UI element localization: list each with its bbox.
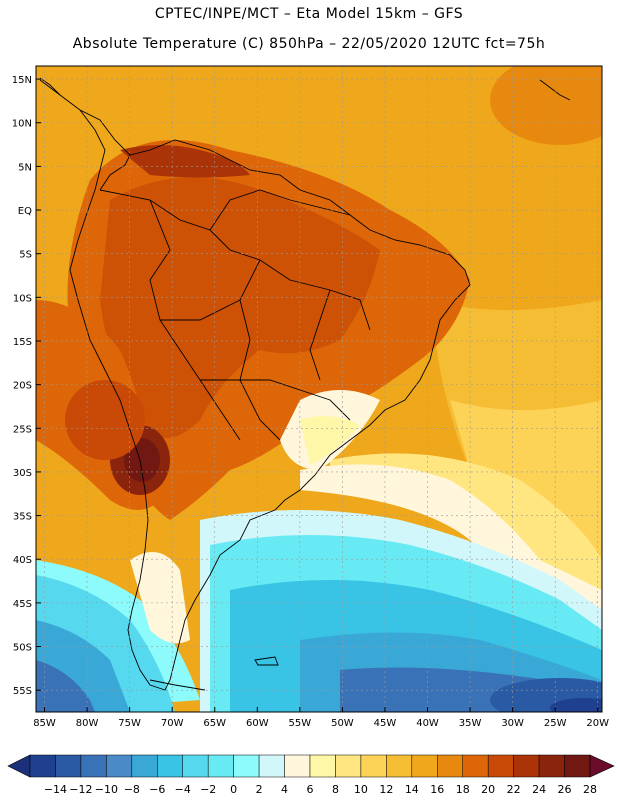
chart-title-line2: Absolute Temperature (C) 850hPa – 22/05/… [72, 36, 546, 52]
colorbar-swatch [513, 754, 540, 778]
colorbar-labels: −14 −12 −10 −8 −6 −4 −2 0 2 4 6 8 10 12 14 16 18 20 22 24 26… [44, 783, 597, 796]
lon-tick-label: 55W [289, 718, 312, 729]
colorbar-label: 0 [230, 783, 237, 796]
colorbar-swatch [487, 754, 514, 778]
lon-tick-label: 40W [416, 718, 439, 729]
colorbar-swatch [80, 754, 107, 778]
colorbar-label: −10 [95, 783, 118, 796]
lat-tick-label: 15S [13, 337, 32, 348]
chart-title-line1: CPTEC/INPE/MCT – Eta Model 15km – GFS [154, 6, 464, 22]
colorbar-swatch [55, 754, 82, 778]
colorbar-label: 12 [379, 783, 393, 796]
latitude-axis: 15N 10N 5N EQ 5S 10S 15S 20S 25S 30S 35S 40S 45S 50S 5… [12, 75, 41, 697]
colorbar-label: 26 [558, 783, 572, 796]
colorbar-label: −6 [149, 783, 165, 796]
colorbar-label: 10 [354, 783, 368, 796]
colorbar-swatch [309, 754, 336, 778]
lat-tick-label: 5N [18, 162, 32, 173]
lon-tick-label: 20W [586, 718, 609, 729]
colorbar-label: −8 [124, 783, 140, 796]
colorbar-label: 8 [332, 783, 339, 796]
lat-tick-label: 25S [13, 424, 32, 435]
colorbar-swatch [207, 754, 234, 778]
colorbar-label: 16 [430, 783, 444, 796]
lat-tick-label: 10S [13, 293, 32, 304]
colorbar-label: −12 [69, 783, 92, 796]
colorbar-label: −2 [200, 783, 216, 796]
lon-tick-label: 60W [246, 718, 269, 729]
colorbar-label: 14 [405, 783, 419, 796]
colorbar-swatch [29, 754, 56, 778]
colorbar-label: 2 [256, 783, 263, 796]
lon-tick-label: 75W [118, 718, 141, 729]
lon-tick-label: 50W [331, 718, 354, 729]
colorbar-swatch [538, 754, 565, 778]
lon-tick-label: 25W [544, 718, 567, 729]
longitude-axis: 85W 80W 75W 70W 65W 60W 55W 50W 45W 40W 35W 30W 25W 2… [33, 707, 609, 729]
lat-tick-label: 50S [13, 643, 32, 654]
colorbar-min-arrow [7, 754, 31, 778]
plot-frame [35, 65, 603, 713]
colorbar-swatch [462, 754, 489, 778]
lat-tick-label: 30S [13, 468, 32, 479]
colorbar-swatch [564, 754, 591, 778]
colorbar-swatch [360, 754, 387, 778]
lon-tick-label: 45W [374, 718, 397, 729]
colorbar-label: 24 [532, 783, 546, 796]
lat-tick-label: 5S [19, 250, 32, 261]
lat-tick-label: 15N [12, 75, 32, 86]
colorbar-swatch [437, 754, 463, 778]
lat-tick-label: 45S [13, 599, 32, 610]
lat-tick-label: 55S [13, 686, 32, 697]
grid-lines [36, 66, 602, 712]
colorbar-swatch [284, 754, 311, 778]
colorbar-label: 28 [583, 783, 597, 796]
lon-tick-label: 70W [161, 718, 184, 729]
colorbar-label: 4 [281, 783, 288, 796]
colorbar-swatch [106, 754, 133, 778]
colorbar-label: 20 [481, 783, 495, 796]
colorbar-label: 22 [507, 783, 521, 796]
lon-tick-label: 35W [459, 718, 482, 729]
colorbar-swatch [131, 754, 158, 778]
colorbar-swatch [258, 754, 285, 778]
colorbar-swatch [386, 754, 413, 778]
coastlines [39, 77, 571, 691]
lon-tick-label: 80W [76, 718, 99, 729]
colorbar-label: 18 [456, 783, 470, 796]
colorbar-swatch [157, 754, 183, 778]
colorbar-swatch [411, 754, 438, 778]
colorbar-max-arrow [589, 754, 615, 778]
lon-tick-label: 65W [203, 718, 226, 729]
temperature-field [36, 66, 602, 712]
colorbar [7, 754, 615, 778]
colorbar-label: −4 [175, 783, 191, 796]
lat-tick-label: 10N [12, 119, 32, 130]
colorbar-label: 6 [307, 783, 314, 796]
colorbar-swatch [335, 754, 362, 778]
lat-tick-label: 40S [13, 555, 32, 566]
lat-tick-label: EQ [18, 206, 32, 217]
lon-tick-label: 30W [501, 718, 524, 729]
colorbar-swatch [182, 754, 209, 778]
colorbar-swatch [233, 754, 260, 778]
lat-tick-label: 35S [13, 512, 32, 523]
colorbar-label: −14 [44, 783, 67, 796]
lon-tick-label: 85W [33, 718, 56, 729]
lat-tick-label: 20S [13, 381, 32, 392]
